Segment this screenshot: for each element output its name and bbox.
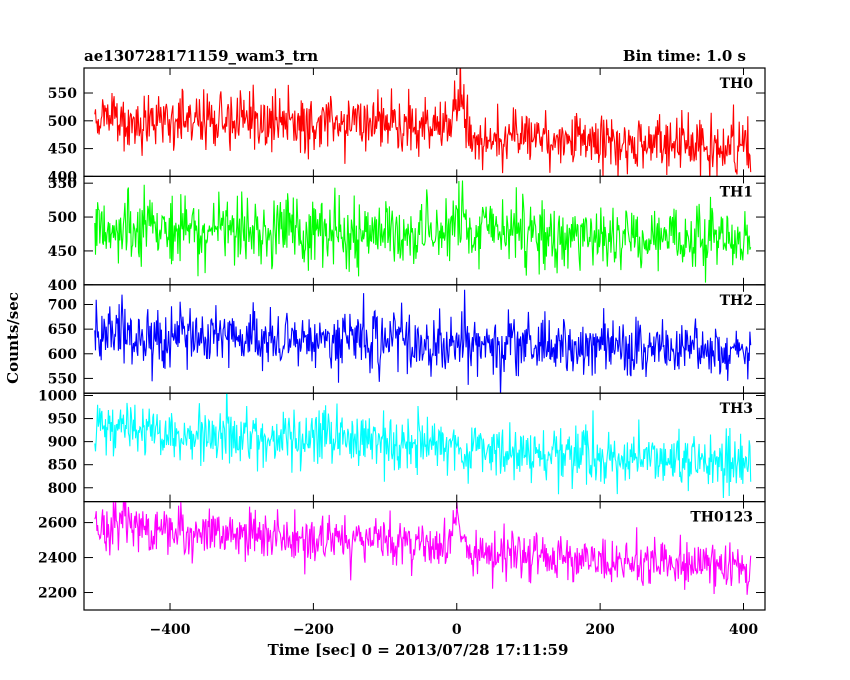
panel-label-th0123: TH0123 [690, 510, 753, 526]
chart-title: ae130728171159_wam3_trn [84, 47, 318, 65]
y-tick-label: 2600 [38, 516, 77, 532]
series-line-th0123 [94, 501, 752, 595]
y-tick-label: 900 [48, 435, 77, 451]
y-tick-label: 550 [48, 86, 77, 102]
x-tick-label: 0 [452, 622, 462, 638]
y-tick-label: 600 [48, 347, 77, 363]
y-tick-label: 1000 [38, 389, 77, 405]
y-tick-label: 2400 [38, 551, 77, 567]
y-tick-label: 400 [48, 278, 77, 294]
y-tick-label: 450 [48, 244, 77, 260]
x-tick-label: 200 [586, 622, 615, 638]
x-tick-label: −200 [293, 622, 334, 638]
y-tick-label: 500 [48, 210, 77, 226]
y-tick-label: 550 [48, 176, 77, 192]
y-tick-label: 2200 [38, 586, 77, 602]
series-line-th0 [94, 68, 752, 177]
y-tick-label: 950 [48, 412, 77, 428]
series-line-th2 [94, 289, 752, 394]
x-tick-label: 400 [729, 622, 758, 638]
y-tick-label: 650 [48, 322, 77, 338]
y-tick-label: 850 [48, 458, 77, 474]
y-tick-label: 700 [48, 298, 77, 314]
series-line-th3 [94, 393, 752, 499]
y-tick-label: 800 [48, 481, 77, 497]
series-line-th1 [94, 180, 752, 283]
y-tick-label: 500 [48, 114, 77, 130]
panel-label-th2: TH2 [720, 293, 753, 309]
x-tick-label: −400 [150, 622, 191, 638]
panel-label-th1: TH1 [720, 184, 753, 200]
y-tick-label: 450 [48, 142, 77, 158]
y-tick-label: 400 [48, 169, 77, 185]
y-axis-label: Counts/sec [4, 292, 22, 384]
y-tick-label: 550 [48, 371, 77, 387]
panel-label-th0: TH0 [720, 76, 754, 92]
panel-frame-th0123 [83, 501, 766, 611]
panel-label-th3: TH3 [720, 401, 753, 417]
bin-time-label: Bin time: 1.0 s [623, 47, 746, 65]
panel-frame-th3 [83, 392, 766, 503]
x-axis-label: Time [sec] 0 = 2013/07/28 17:11:59 [268, 641, 569, 659]
